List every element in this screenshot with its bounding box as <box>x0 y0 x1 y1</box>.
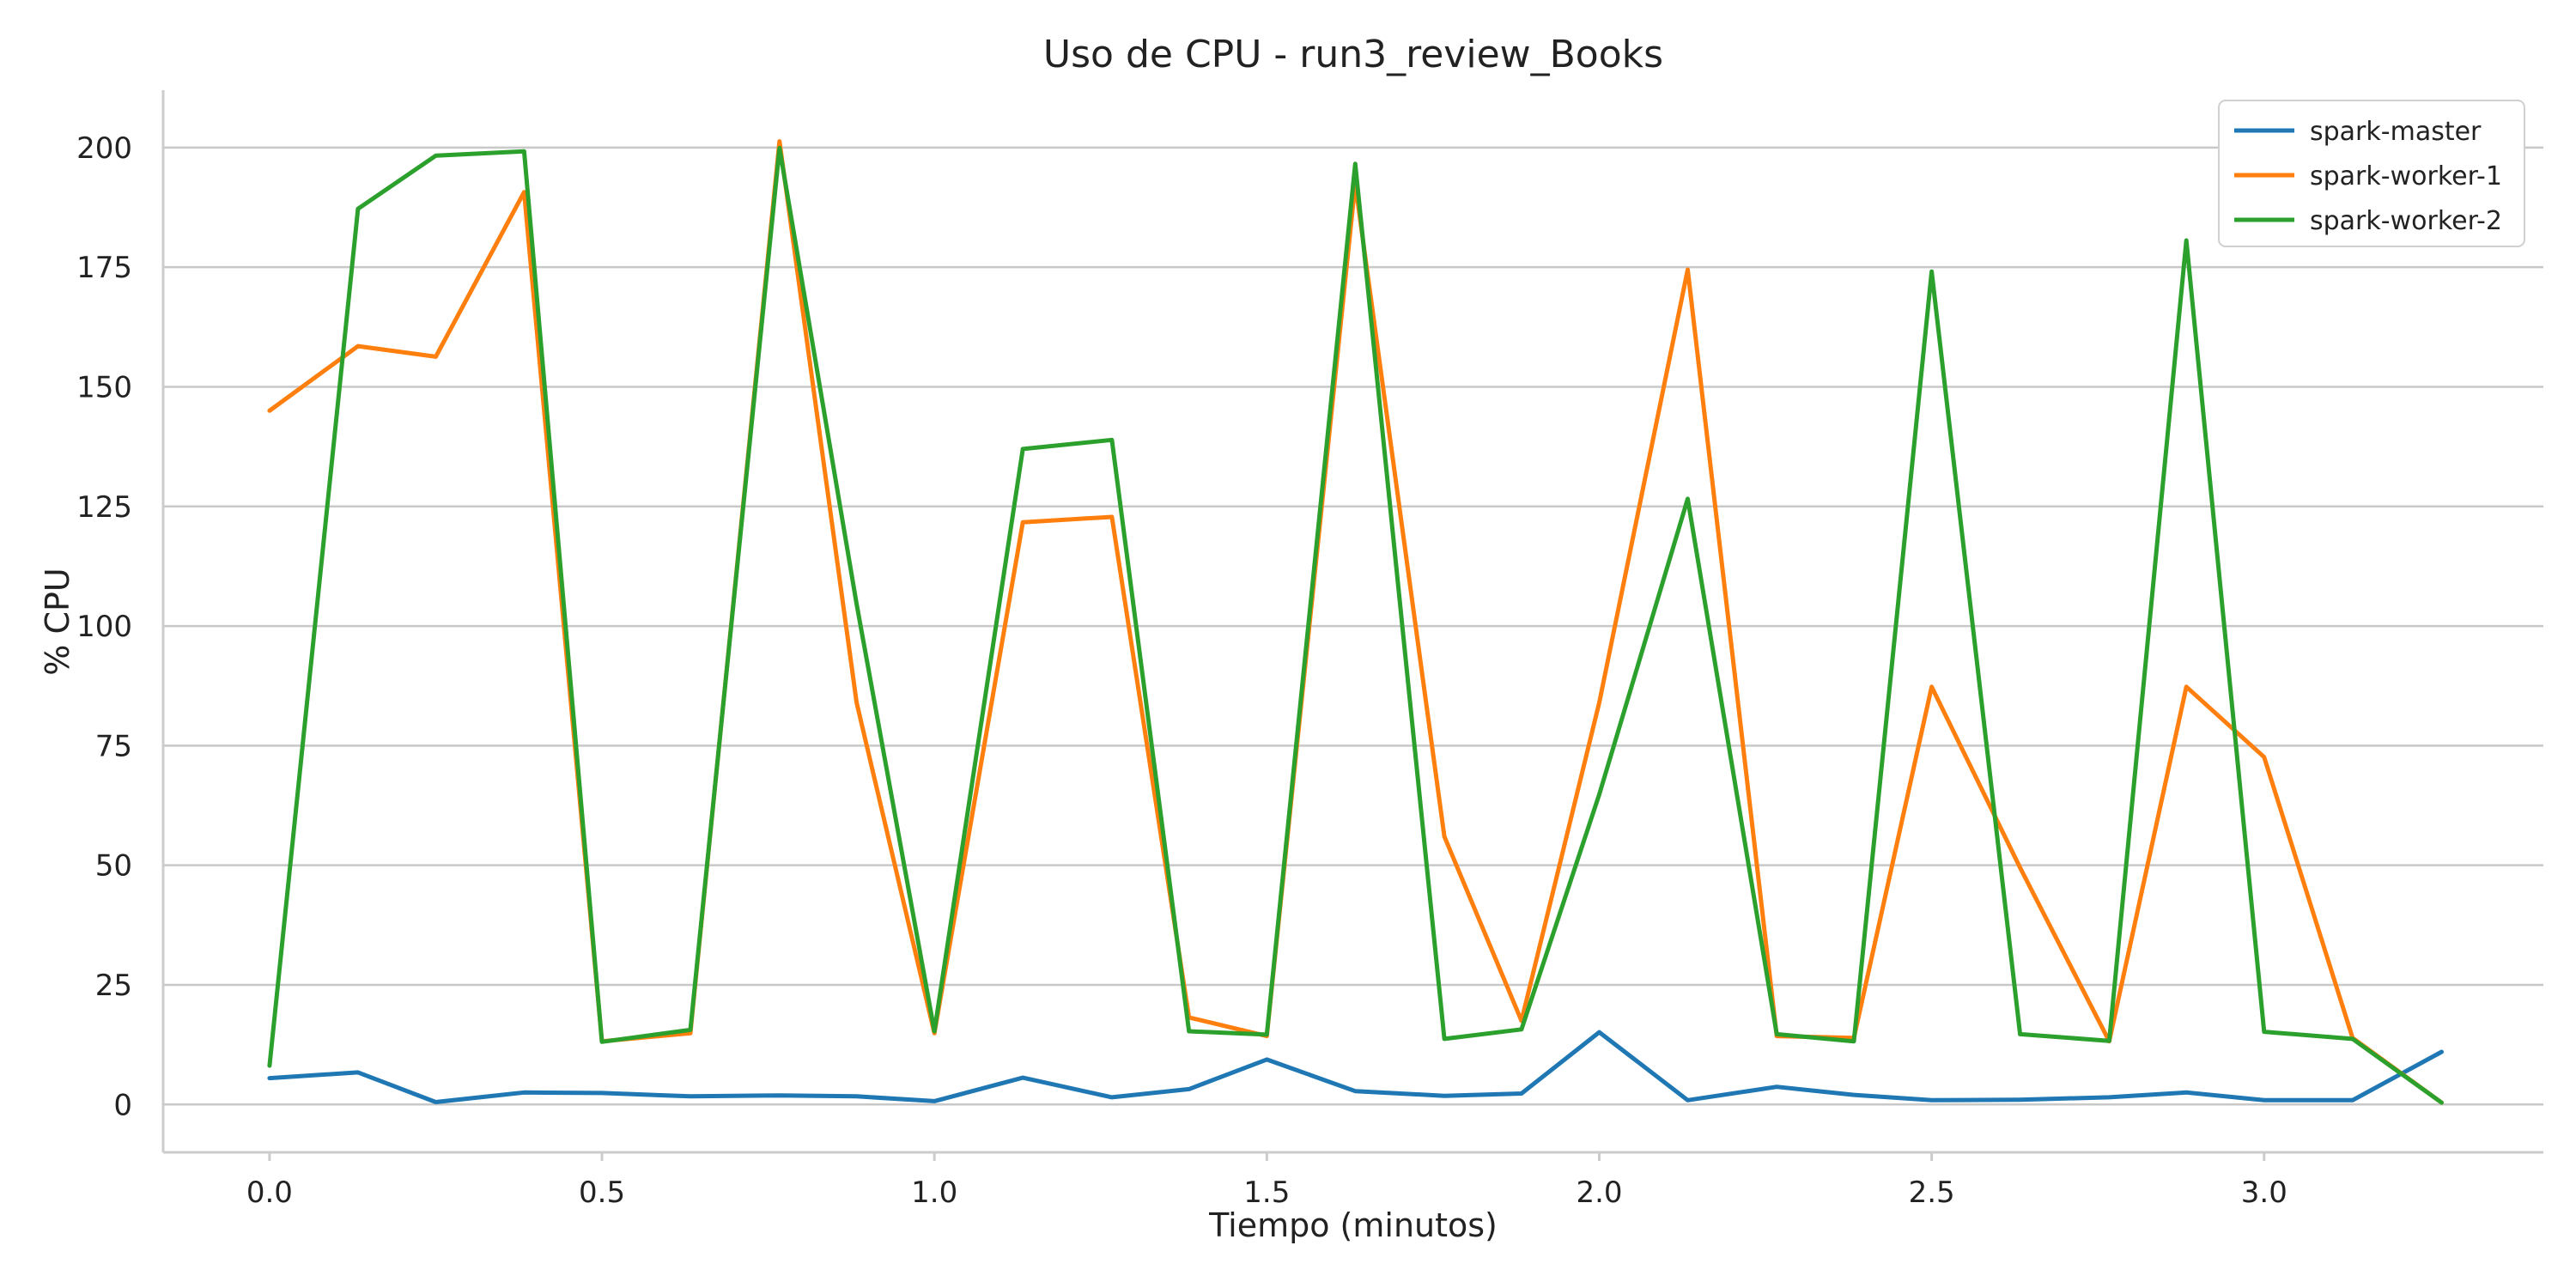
series-lines <box>267 139 2444 1105</box>
y-axis-label: % CPU <box>39 568 76 675</box>
y-tick-label: 25 <box>95 969 132 1003</box>
x-tick-label: 1.5 <box>1243 1176 1290 1210</box>
y-tick-label: 150 <box>76 370 132 404</box>
y-tick-label: 175 <box>76 251 132 285</box>
x-axis-label: Tiempo (minutos) <box>1208 1206 1498 1244</box>
grid-lines <box>163 146 2543 1106</box>
x-tick-label: 0.5 <box>579 1176 625 1210</box>
series-line-spark-master <box>267 1030 2444 1104</box>
x-tick-label: 0.0 <box>246 1176 293 1210</box>
legend-label-spark-master: spark-master <box>2310 117 2482 147</box>
y-tick-label: 75 <box>95 729 132 763</box>
x-axis-ticks: 0.0 0.5 1.0 1.5 2.0 2.5 3.0 <box>246 1152 2287 1210</box>
y-tick-label: 50 <box>95 849 132 884</box>
y-tick-label: 100 <box>76 610 132 644</box>
x-tick-label: 2.0 <box>1576 1176 1622 1210</box>
axes <box>161 90 2543 1154</box>
chart-title: Uso de CPU - run3_review_Books <box>1043 33 1663 76</box>
legend-label-spark-worker-2: spark-worker-2 <box>2310 206 2502 236</box>
series-line-spark-worker-2 <box>267 145 2444 1105</box>
legend-box <box>2218 100 2525 247</box>
legend-label-spark-worker-1: spark-worker-1 <box>2310 161 2502 191</box>
y-tick-label: 0 <box>113 1088 132 1122</box>
y-tick-label: 200 <box>76 131 132 166</box>
x-tick-label: 2.5 <box>1909 1176 1955 1210</box>
x-tick-label: 1.0 <box>911 1176 957 1210</box>
y-axis-ticks: 0 25 50 75 100 125 150 175 200 <box>76 131 132 1122</box>
y-tick-label: 125 <box>76 490 132 525</box>
legend: spark-master spark-worker-1 spark-worker-2 <box>2218 100 2525 247</box>
x-tick-label: 3.0 <box>2241 1176 2287 1210</box>
